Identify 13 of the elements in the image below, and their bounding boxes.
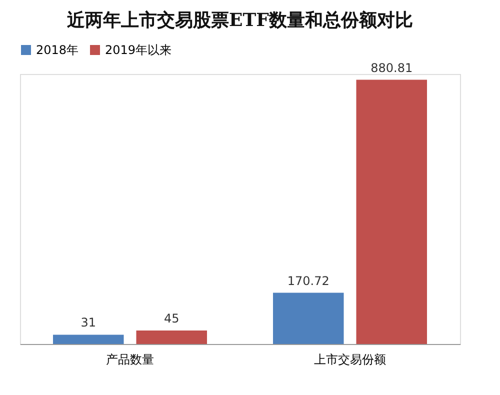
bar: [356, 80, 427, 344]
data-label: 45: [164, 312, 180, 326]
data-label: 170.72: [287, 274, 330, 288]
chart-title: 近两年上市交易股票ETF数量和总份额对比: [66, 10, 413, 31]
legend-label: 2019年以来: [105, 43, 172, 57]
bar: [53, 334, 124, 344]
bar: [136, 330, 207, 344]
x-tick-label: 上市交易份额: [314, 352, 386, 366]
bar: [273, 292, 344, 344]
x-tick-label: 产品数量: [106, 352, 154, 366]
legend-label: 2018年: [36, 43, 79, 57]
data-label: 31: [80, 316, 96, 330]
data-label: 880.81: [370, 60, 413, 75]
